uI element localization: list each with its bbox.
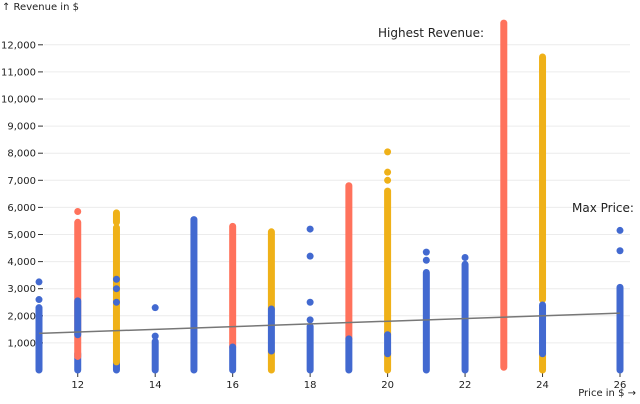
x-tick-label: 14 [149, 380, 162, 391]
x-tick-label: 12 [71, 380, 84, 391]
data-point [306, 252, 314, 260]
data-point [112, 285, 120, 293]
gridlines [44, 44, 630, 344]
data-point [151, 304, 159, 312]
annotation-highest-revenue: Highest Revenue: [378, 26, 484, 40]
y-tick-label: 7,000 [7, 176, 36, 187]
data-point [422, 248, 430, 256]
x-tick-label: 18 [304, 380, 317, 391]
x-tick-label: 20 [381, 380, 394, 391]
data-point [384, 168, 392, 176]
y-tick-label: 4,000 [7, 257, 36, 268]
x-tick-label: 22 [459, 380, 472, 391]
data-point [461, 254, 469, 262]
data-point [616, 247, 624, 255]
y-axis-label: ↑ Revenue in $ [2, 2, 79, 13]
data-point [616, 226, 624, 234]
data-point [112, 275, 120, 283]
y-tick-label: 5,000 [7, 230, 36, 241]
data-point [539, 90, 547, 98]
data-point [74, 207, 82, 215]
data-point [35, 278, 43, 286]
y-tick-label: 2,000 [7, 311, 36, 322]
y-tick-label: 3,000 [7, 284, 36, 295]
x-tick-label: 26 [614, 380, 627, 391]
y-tick-label: 11,000 [1, 67, 36, 78]
data-point [539, 65, 547, 73]
data-point [151, 332, 159, 340]
y-axis: 1,000 2,000 3,000 4,000 5,000 6,000 7,000 8,000… [1, 40, 43, 349]
x-tick-label: 16 [226, 380, 239, 391]
data-point [306, 316, 314, 324]
data-point [112, 298, 120, 306]
data-point [35, 296, 43, 304]
trend-line [38, 312, 621, 335]
data-point [422, 256, 430, 264]
y-tick-label: 1,000 [7, 338, 36, 349]
y-tick-label: 10,000 [1, 95, 36, 106]
data-point [306, 225, 314, 233]
y-tick-label: 6,000 [7, 203, 36, 214]
y-tick-label: 9,000 [7, 122, 36, 133]
x-axis-label: Price in $ → [578, 388, 636, 399]
annotation-max-price: Max Price: [572, 201, 634, 215]
data-point [384, 176, 392, 184]
data-point [384, 148, 392, 156]
x-axis: 12 14 16 18 20 22 24 26 [71, 372, 626, 391]
y-tick-label: 12,000 [1, 40, 36, 51]
x-tick-label: 24 [536, 380, 549, 391]
data-point [306, 298, 314, 306]
data-marks [35, 19, 624, 374]
y-tick-label: 8,000 [7, 149, 36, 160]
